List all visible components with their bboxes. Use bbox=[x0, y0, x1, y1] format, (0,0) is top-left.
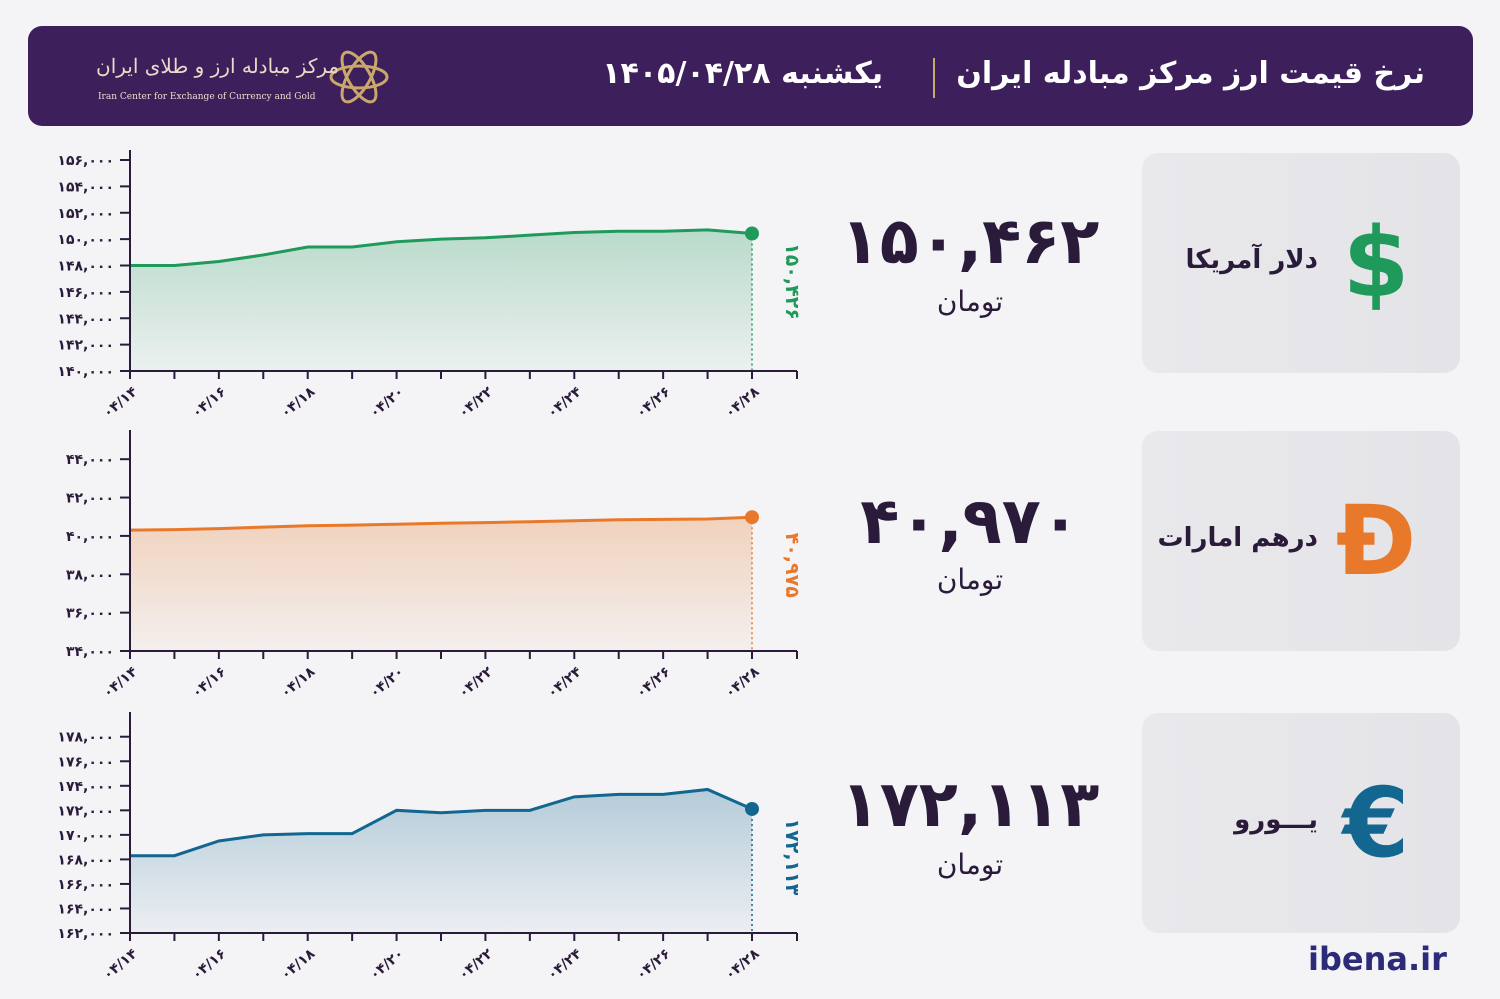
dollar-price: ۱۵۰,۴۶۲ bbox=[840, 205, 1100, 279]
y-tick-label: ۱۶۸,۰۰۰ bbox=[57, 852, 114, 868]
x-tick-label: ۰۴/۲۴ bbox=[544, 664, 585, 702]
x-tick-label: ۰۴/۲۸ bbox=[722, 384, 763, 422]
logo-knot-icon bbox=[329, 50, 389, 104]
euro-price: ۱۷۲,۱۱۳ bbox=[840, 768, 1100, 842]
y-tick-label: ۱۵۴,۰۰۰ bbox=[57, 179, 114, 195]
x-tick-label: ۰۴/۱۶ bbox=[189, 946, 229, 984]
dirham-name: درهم امارات bbox=[1157, 523, 1318, 553]
x-tick-label: ۰۴/۱۶ bbox=[189, 664, 229, 702]
last-value-label: ۴۰,۹۷۵ bbox=[781, 533, 803, 599]
series-area bbox=[130, 789, 752, 933]
x-tick-label: ۰۴/۲۶ bbox=[633, 384, 673, 422]
dirham-card: درهم امارات Ð bbox=[1142, 431, 1460, 651]
x-tick-label: ۰۴/۱۶ bbox=[189, 384, 229, 422]
y-tick-label: ۱۵۶,۰۰۰ bbox=[57, 153, 114, 169]
y-tick-label: ۱۷۲,۰۰۰ bbox=[57, 803, 114, 819]
y-tick-label: ۱۴۰,۰۰۰ bbox=[57, 364, 114, 380]
y-tick-label: ۱۴۶,۰۰۰ bbox=[57, 285, 114, 301]
dollar-chart: ۱۵۰,۴۲۶ ۱۴۰,۰۰۰ ۱۴۲,۰۰۰ ۱۴۴,۰۰۰ ۱۴۶,۰۰۰ ۱۴۸,۰… bbox=[57, 150, 803, 422]
x-tick-label: ۰۴/۲۰ bbox=[367, 384, 407, 422]
dollar-card: دلار آمریکا $ bbox=[1142, 153, 1460, 373]
dirham-price: ۴۰,۹۷۰ bbox=[860, 485, 1080, 559]
euro-chart: ۱۷۲,۱۱۳ ۱۶۲,۰۰۰ ۱۶۴,۰۰۰ ۱۶۶,۰۰۰ ۱۶۸,۰۰۰ ۱۷۰,۰… bbox=[57, 712, 803, 984]
y-tick-label: ۳۸,۰۰۰ bbox=[66, 567, 114, 583]
dollar-name: دلار آمریکا bbox=[1185, 245, 1318, 275]
y-tick-label: ۱۵۰,۰۰۰ bbox=[57, 232, 114, 248]
logo-text-fa: مرکز مبادله ارز و طلای ایران bbox=[96, 54, 340, 78]
y-tick-label: ۱۷۰,۰۰۰ bbox=[57, 828, 114, 844]
last-value-label: ۱۷۲,۱۱۳ bbox=[781, 819, 803, 896]
x-tick-label: ۰۴/۲۰ bbox=[367, 664, 407, 702]
y-tick-label: ۱۴۲,۰۰۰ bbox=[57, 338, 114, 354]
y-tick-label: ۱۴۸,۰۰۰ bbox=[57, 259, 114, 275]
series-line bbox=[130, 787, 753, 858]
last-value-label: ۱۵۰,۴۲۶ bbox=[781, 243, 803, 320]
series-line bbox=[129, 515, 753, 532]
euro-unit: تومان bbox=[936, 848, 1004, 881]
y-tick-label: ۴۴,۰۰۰ bbox=[66, 452, 114, 468]
y-tick-label: ۱۷۸,۰۰۰ bbox=[57, 730, 114, 746]
x-tick-label: ۰۴/۲۶ bbox=[633, 664, 673, 702]
page-title: نرخ قیمت ارز مرکز مبادله ایران bbox=[956, 56, 1425, 91]
euro-icon: € bbox=[1342, 767, 1410, 879]
logo-text-en: Iran Center for Exchange of Currency and… bbox=[98, 92, 316, 102]
dirham-icon: Ð bbox=[1335, 485, 1417, 597]
x-tick-label: ۰۴/۲۲ bbox=[456, 664, 497, 702]
header-banner: مرکز مبادله ارز و طلای ایران Iran Center… bbox=[28, 26, 1473, 126]
y-tick-label: ۱۶۴,۰۰۰ bbox=[57, 901, 114, 917]
last-point bbox=[745, 510, 759, 525]
x-tick-label: ۰۴/۱۴ bbox=[100, 384, 141, 422]
x-tick-label: ۰۴/۲۲ bbox=[456, 384, 497, 422]
last-point bbox=[745, 226, 759, 241]
y-tick-label: ۱۵۲,۰۰۰ bbox=[57, 206, 114, 222]
y-tick-label: ۱۷۶,۰۰۰ bbox=[57, 754, 114, 770]
series-line bbox=[130, 228, 753, 267]
y-tick-label: ۴۲,۰۰۰ bbox=[66, 491, 114, 507]
dollar-icon: $ bbox=[1342, 207, 1410, 319]
y-tick-label: ۳۴,۰۰۰ bbox=[66, 644, 114, 660]
y-tick-label: ۱۴۴,۰۰۰ bbox=[57, 311, 114, 327]
y-tick-label: ۱۶۲,۰۰۰ bbox=[57, 926, 114, 942]
header-divider bbox=[933, 58, 935, 98]
series-area bbox=[130, 229, 752, 371]
x-tick-label: ۰۴/۲۲ bbox=[456, 946, 497, 984]
y-tick-label: ۱۷۴,۰۰۰ bbox=[57, 779, 114, 795]
euro-card: یـــورو € bbox=[1142, 713, 1460, 933]
x-tick-label: ۰۴/۲۴ bbox=[544, 946, 585, 984]
header-date: یکشنبه ۱۴۰۵/۰۴/۲۸ bbox=[602, 56, 883, 91]
series-area bbox=[130, 517, 752, 651]
x-tick-label: ۰۴/۲۰ bbox=[367, 946, 407, 984]
y-tick-label: ۴۰,۰۰۰ bbox=[66, 529, 114, 545]
x-tick-label: ۰۴/۲۶ bbox=[633, 946, 673, 984]
last-point bbox=[745, 801, 759, 816]
x-tick-label: ۰۴/۱۸ bbox=[278, 384, 319, 422]
y-tick-label: ۳۶,۰۰۰ bbox=[66, 606, 114, 622]
x-tick-label: ۰۴/۲۴ bbox=[544, 384, 585, 422]
dirham-unit: تومان bbox=[936, 563, 1004, 596]
x-tick-label: ۰۴/۲۸ bbox=[722, 946, 763, 984]
dirham-chart: ۴۰,۹۷۵ ۳۴,۰۰۰ ۳۶,۰۰۰ ۳۸,۰۰۰ ۴۰,۰۰۰ ۴۲,۰۰۰ ۴۴,۰… bbox=[66, 430, 803, 702]
x-tick-label: ۰۴/۲۸ bbox=[722, 664, 763, 702]
y-tick-label: ۱۶۶,۰۰۰ bbox=[57, 877, 114, 893]
euro-name: یـــورو bbox=[1234, 805, 1318, 835]
dollar-unit: تومان bbox=[936, 285, 1004, 318]
x-tick-label: ۰۴/۱۴ bbox=[100, 664, 141, 702]
x-tick-label: ۰۴/۱۸ bbox=[278, 664, 319, 702]
x-tick-label: ۰۴/۱۸ bbox=[278, 946, 319, 984]
site-url: ibena.ir bbox=[1308, 940, 1447, 978]
x-tick-label: ۰۴/۱۴ bbox=[100, 946, 141, 984]
